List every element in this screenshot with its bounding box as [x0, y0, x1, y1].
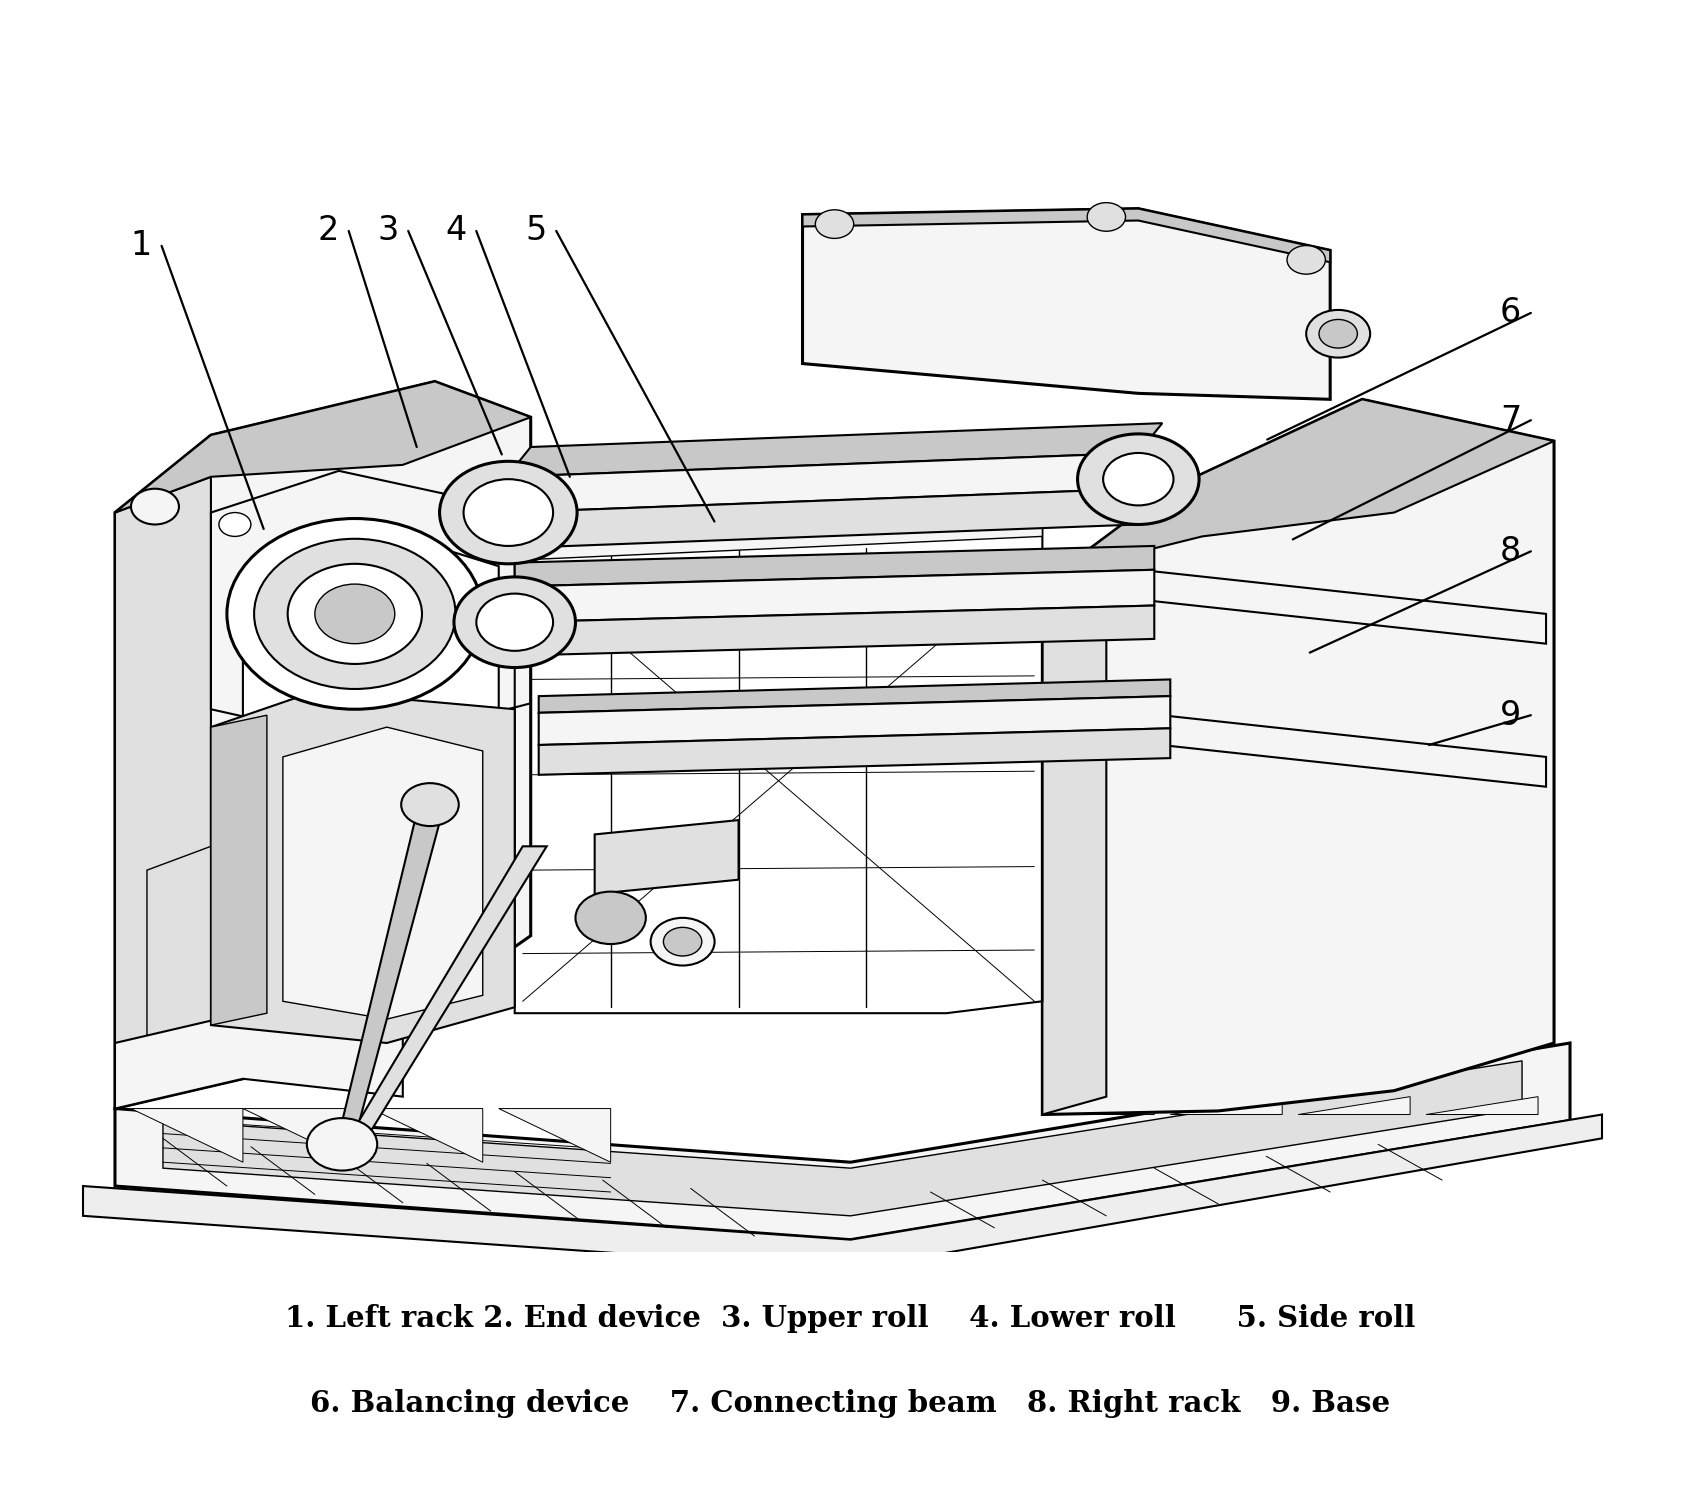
Polygon shape: [803, 209, 1330, 399]
Text: 1: 1: [131, 229, 151, 262]
Polygon shape: [515, 569, 1155, 623]
Polygon shape: [498, 1109, 611, 1162]
Polygon shape: [116, 381, 531, 1109]
Polygon shape: [116, 1013, 403, 1109]
Polygon shape: [243, 536, 498, 900]
Polygon shape: [507, 423, 1162, 477]
Circle shape: [650, 918, 714, 966]
Text: 7: 7: [1500, 404, 1521, 437]
Circle shape: [1087, 203, 1126, 231]
Circle shape: [1318, 319, 1357, 349]
Circle shape: [575, 891, 646, 945]
Circle shape: [492, 516, 522, 539]
Polygon shape: [1106, 566, 1546, 644]
Circle shape: [464, 480, 553, 545]
Polygon shape: [515, 545, 1155, 587]
Polygon shape: [1043, 399, 1555, 1115]
Polygon shape: [146, 846, 211, 1097]
Polygon shape: [163, 1061, 1522, 1216]
Polygon shape: [1043, 399, 1555, 584]
Polygon shape: [539, 679, 1170, 712]
Text: 6. Balancing device    7. Connecting beam   8. Right rack   9. Base: 6. Balancing device 7. Connecting beam 8…: [311, 1389, 1390, 1418]
Circle shape: [315, 584, 395, 644]
Circle shape: [401, 784, 459, 825]
Circle shape: [1306, 310, 1371, 358]
Polygon shape: [1170, 1097, 1283, 1115]
Polygon shape: [515, 513, 1043, 560]
Circle shape: [287, 563, 422, 665]
Polygon shape: [116, 381, 531, 513]
Polygon shape: [83, 1115, 1602, 1269]
Circle shape: [226, 519, 483, 709]
Circle shape: [253, 539, 456, 688]
Circle shape: [476, 593, 553, 651]
Polygon shape: [116, 1043, 1570, 1240]
Polygon shape: [282, 727, 483, 1019]
Polygon shape: [131, 1109, 243, 1162]
Circle shape: [306, 1118, 378, 1171]
Polygon shape: [507, 453, 1138, 513]
Text: 1. Left rack 2. End device  3. Upper roll    4. Lower roll      5. Side roll: 1. Left rack 2. End device 3. Upper roll…: [286, 1304, 1415, 1334]
Text: 9: 9: [1500, 699, 1521, 732]
Circle shape: [439, 462, 577, 563]
Circle shape: [1288, 246, 1325, 274]
Polygon shape: [515, 605, 1155, 656]
Circle shape: [815, 210, 854, 238]
Text: 8: 8: [1500, 535, 1521, 568]
Polygon shape: [116, 477, 211, 1109]
Polygon shape: [330, 846, 546, 1168]
Text: 4: 4: [446, 215, 466, 247]
Polygon shape: [371, 1109, 483, 1162]
Polygon shape: [507, 489, 1138, 548]
Polygon shape: [539, 696, 1170, 745]
Text: 3: 3: [378, 215, 398, 247]
Circle shape: [219, 513, 252, 536]
Polygon shape: [1425, 1097, 1538, 1115]
Polygon shape: [211, 691, 515, 1043]
Polygon shape: [330, 805, 442, 1168]
Polygon shape: [211, 715, 267, 1025]
Polygon shape: [1043, 1097, 1155, 1115]
Polygon shape: [1106, 709, 1546, 787]
Circle shape: [1104, 453, 1174, 505]
Circle shape: [663, 927, 703, 957]
Polygon shape: [1298, 1097, 1410, 1115]
Polygon shape: [539, 729, 1170, 775]
Circle shape: [131, 489, 179, 524]
Text: 6: 6: [1500, 297, 1521, 329]
Polygon shape: [1043, 560, 1106, 1115]
Circle shape: [454, 577, 575, 668]
Polygon shape: [595, 820, 738, 894]
Circle shape: [1077, 434, 1199, 524]
Polygon shape: [803, 209, 1330, 262]
Text: 5: 5: [526, 215, 546, 247]
Polygon shape: [243, 1109, 356, 1162]
Text: 2: 2: [318, 215, 338, 247]
